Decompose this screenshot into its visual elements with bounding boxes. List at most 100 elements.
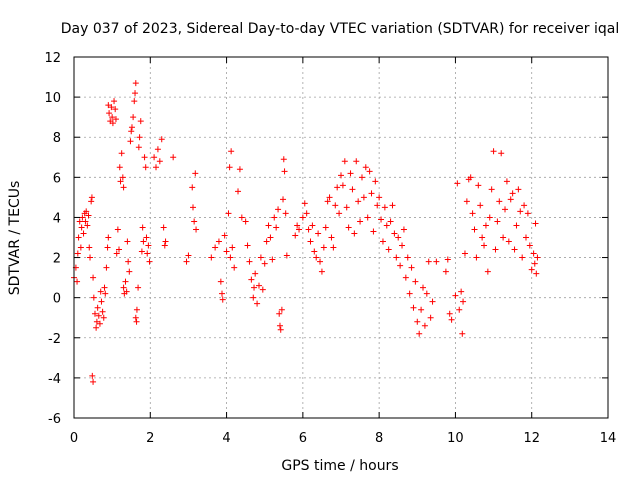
data-point [114, 226, 121, 233]
data-point [128, 124, 135, 131]
data-point [353, 158, 360, 165]
data-point [89, 372, 96, 379]
y-tick-label: 0 [53, 292, 61, 307]
data-point [170, 154, 177, 161]
data-point [336, 210, 343, 217]
data-point [425, 258, 432, 265]
data-point [341, 158, 348, 165]
data-point [517, 208, 524, 215]
data-point [324, 198, 331, 205]
data-point [368, 190, 375, 197]
data-point [154, 146, 161, 153]
data-point [238, 214, 245, 221]
data-point [104, 244, 111, 251]
data-point [119, 174, 126, 181]
data-point [454, 180, 461, 187]
data-point [96, 320, 103, 327]
data-point [318, 268, 325, 275]
data-point [269, 256, 276, 263]
data-point [267, 234, 274, 241]
data-point [522, 234, 529, 241]
data-point [357, 218, 364, 225]
data-point [282, 210, 289, 217]
data-point [235, 188, 242, 195]
data-point [153, 164, 160, 171]
data-point [257, 254, 264, 261]
data-point [93, 324, 100, 331]
data-point [248, 276, 255, 283]
data-point [132, 80, 139, 87]
data-point [208, 254, 215, 261]
data-point [326, 194, 333, 201]
data-point [76, 218, 83, 225]
data-point [429, 298, 436, 305]
data-point [309, 222, 316, 229]
data-point [84, 222, 91, 229]
data-point [225, 210, 232, 217]
data-point [80, 230, 87, 237]
data-point [389, 202, 396, 209]
data-point [229, 244, 236, 251]
data-point [526, 242, 533, 249]
data-point [132, 90, 139, 97]
data-point [311, 248, 318, 255]
data-point [255, 282, 262, 289]
data-point [513, 222, 520, 229]
x-tick-label: 6 [299, 431, 307, 446]
data-point [263, 238, 270, 245]
data-point [496, 198, 503, 205]
data-point [521, 202, 528, 209]
data-point [402, 274, 409, 281]
data-point [112, 106, 119, 113]
data-point [254, 300, 261, 307]
data-point [277, 326, 284, 333]
axes: 0 2 4 6 8 10 12 14 -6 -4 -2 0 2 4 6 8 10 12 [44, 51, 616, 446]
data-point [117, 178, 124, 185]
data-point [366, 168, 373, 175]
data-point [101, 284, 108, 291]
data-point [458, 288, 465, 295]
data-point [120, 184, 127, 191]
data-point [355, 198, 362, 205]
data-point [145, 242, 152, 249]
data-point [116, 164, 123, 171]
data-point [162, 238, 169, 245]
data-point [315, 230, 322, 237]
data-point [93, 318, 100, 325]
data-point [467, 174, 474, 181]
data-point [469, 210, 476, 217]
data-point [118, 150, 125, 157]
data-point [90, 274, 97, 281]
data-point [533, 270, 540, 277]
data-point [461, 250, 468, 257]
data-point [296, 226, 303, 233]
data-point [378, 216, 385, 223]
data-point [74, 250, 81, 257]
data-point [507, 196, 514, 203]
data-point [532, 220, 539, 227]
data-point [511, 246, 518, 253]
data-point [106, 110, 113, 117]
data-point [484, 268, 491, 275]
x-tick-label: 8 [375, 431, 383, 446]
data-point [376, 194, 383, 201]
data-point [509, 190, 516, 197]
data-point [524, 210, 531, 217]
data-point [189, 184, 196, 191]
data-point [343, 204, 350, 211]
data-point [227, 254, 234, 261]
data-point [281, 168, 288, 175]
data-point [91, 310, 98, 317]
data-point [125, 258, 132, 265]
data-point [406, 290, 413, 297]
grid-lines [74, 57, 608, 418]
data-point [90, 378, 97, 385]
data-point [273, 224, 280, 231]
data-point [374, 202, 381, 209]
data-point [414, 318, 421, 325]
data-point [160, 224, 167, 231]
data-point [218, 290, 225, 297]
data-point [503, 178, 510, 185]
data-point [276, 322, 283, 329]
data-point [94, 304, 101, 311]
